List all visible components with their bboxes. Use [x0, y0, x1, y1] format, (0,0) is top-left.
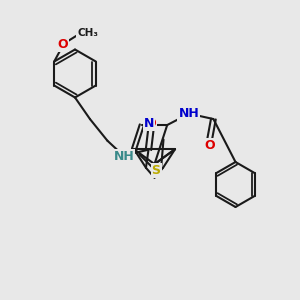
- Text: O: O: [205, 139, 215, 152]
- Text: NH: NH: [113, 150, 134, 163]
- Text: O: O: [57, 38, 68, 51]
- Text: S: S: [152, 164, 160, 177]
- Text: N: N: [144, 117, 154, 130]
- Text: O: O: [146, 117, 156, 130]
- Text: CH₃: CH₃: [77, 28, 98, 38]
- Text: NH: NH: [178, 107, 199, 120]
